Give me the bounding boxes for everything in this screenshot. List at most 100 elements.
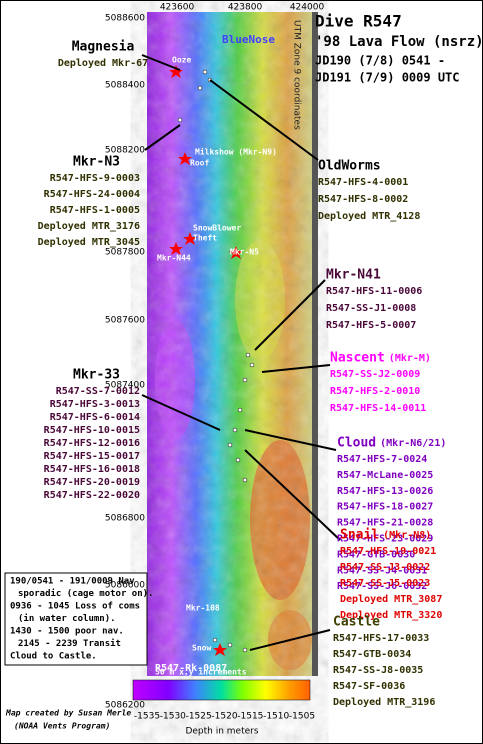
callout-line: R547-HFS-5-0007 <box>326 320 416 331</box>
callout-line: Deployed MTR_3320 <box>340 610 442 621</box>
callout-line: R547-SS-J1-0008 <box>326 303 416 314</box>
map-label: Theft <box>193 234 217 243</box>
note-line: 2145 - 2239 Transit <box>18 638 121 649</box>
map-label: Mkr-N5 <box>230 248 259 257</box>
markers <box>169 65 243 656</box>
callout-line: R547-HFS-16-0018 <box>44 464 140 475</box>
callout-line: R547-HFS-22-0020 <box>44 490 140 501</box>
callout-line: Deployed MTR_4128 <box>318 211 420 222</box>
callout-line: R547-HFS-19-0021 <box>340 546 436 557</box>
y-axis-label: 5087600 <box>105 316 145 326</box>
callout-line: R547-HFS-18-0027 <box>337 502 433 513</box>
callout-line: R547-HFS-11-0006 <box>326 286 422 297</box>
map-label: Mkr-108 <box>186 604 220 613</box>
callout-heading: Cloud <box>337 436 376 451</box>
map-label: R547-Rk-0087 <box>155 663 227 674</box>
callout-line: R547-HFS-1-0005 <box>50 205 140 216</box>
callout-line: R547-SS-J2-0009 <box>330 369 420 380</box>
callout-line: Deployed MTR_3196 <box>333 697 435 708</box>
callout-line: R547-HFS-6-0014 <box>50 412 140 423</box>
colorbar-label: -1515 <box>237 712 263 722</box>
callout-line: R547-McLane-0025 <box>337 470 433 481</box>
y-axis-label: 5088400 <box>105 81 145 91</box>
x-axis-label: 423800 <box>228 3 263 13</box>
y-axis-label: 5087800 <box>105 248 145 258</box>
y-axis-label: 5086800 <box>105 514 145 524</box>
callout-line: Deployed MTR_3087 <box>340 594 442 605</box>
callout-line: R547-SS-J5-0023 <box>340 578 430 589</box>
callout-heading: Mkr-N41 <box>326 268 381 283</box>
y-axis-label: 5087400 <box>105 381 145 391</box>
callout-line: R547-HFS-17-0033 <box>333 633 429 644</box>
callout-line: R547-HFS-4-0001 <box>318 177 408 188</box>
y-axis-label: 5088600 <box>105 14 145 24</box>
colorbar-title: Depth in meters <box>185 727 258 737</box>
note-line: 0936 - 1045 Loss of coms <box>10 602 140 612</box>
callout-line: R547-SS-J6-0032 <box>337 581 427 592</box>
colorbar-label: -1505 <box>289 712 315 722</box>
colorbar-label: -1530 <box>160 712 186 722</box>
callout-line: R547-HFS-9-0003 <box>50 173 140 184</box>
pointer-lines <box>141 54 341 651</box>
callout-line: R547-HFS-12-0016 <box>44 438 140 449</box>
note-line: 190/0541 - 191/0009 Nav <box>10 577 135 587</box>
callout-line: R547-HFS-20-0019 <box>44 477 140 488</box>
callout-line: R547-HFS-7-0024 <box>337 454 427 465</box>
callout-heading: Mkr-33 <box>73 368 120 383</box>
track-points <box>177 69 255 653</box>
credit-line: (NOAA Vents Program) <box>14 722 110 731</box>
callout-line: R547-HFS-21-0028 <box>337 518 433 529</box>
callout-line: Deployed MTR_3176 <box>38 221 140 232</box>
credit-line: Map created by Susan Merle <box>5 709 131 718</box>
callout-subheading: (Mkr-N8) <box>383 530 431 541</box>
map-label: Mkr-N44 <box>157 254 191 263</box>
callout-line: R547-HFS-23-0029 <box>337 534 433 545</box>
callout-heading: Mkr-N3 <box>73 155 120 170</box>
note-line: 1430 - 1500 poor nav. <box>10 627 124 637</box>
map-label: Snow <box>192 644 211 653</box>
callout-line: R547-HFS-15-0017 <box>44 451 140 462</box>
callout-line: R547-HFS-2-0010 <box>330 386 420 397</box>
utm-note: UTM Zone 9 coordinates <box>292 20 302 130</box>
callout-heading: OldWorms <box>318 159 381 174</box>
colorbar-label: -1510 <box>263 712 289 722</box>
callout-line: R547-HFS-10-0015 <box>44 425 140 436</box>
colorbar-label: -1535 <box>134 712 160 722</box>
map-label: 50 m x,y increments <box>155 667 247 677</box>
callout-line: R547-HFS-24-0004 <box>44 189 140 200</box>
callout-line: R547-SS-J3-0022 <box>340 562 430 573</box>
map-label: BlueNose <box>222 33 275 46</box>
callout-line: R547-HFS-13-0026 <box>337 486 433 497</box>
notes-box <box>4 572 148 666</box>
x-axis-label: 423600 <box>160 3 195 13</box>
note-line: Cloud to Castle. <box>10 652 97 662</box>
y-axis-label: 5086200 <box>105 701 145 711</box>
map-label: SnowBlower <box>193 224 241 233</box>
callout-line: R547-GTB-0034 <box>333 649 411 660</box>
callout-line: R547-SF-0036 <box>333 681 405 692</box>
callout-subheading: (Mkr-M) <box>389 353 431 364</box>
callout-line: R547-SS-7-0012 <box>56 386 140 397</box>
y-axis-label: 5088200 <box>105 146 145 156</box>
callout-line: R547-HFS-3-0013 <box>50 399 140 410</box>
colorbar-label: -1525 <box>186 712 212 722</box>
callout-subheading: (Mkr-N6/21) <box>380 438 446 449</box>
y-axis-label: 5086600 <box>105 581 145 591</box>
map-label: Milkshow (Mkr-N9) <box>195 147 277 157</box>
callout-line: Deployed MTR_3045 <box>38 237 140 248</box>
callout-line: R547-SS-J4-0031 <box>337 565 427 576</box>
callout-heading: Nascent <box>330 351 385 366</box>
callout-line: R547-HFS-14-0011 <box>330 403 426 414</box>
callout-heading: Castle <box>333 615 380 630</box>
map-label: Roof <box>190 159 209 168</box>
colorbar <box>132 679 311 701</box>
callout-heading: Magnesia <box>72 40 135 55</box>
title-line: JD190 (7/8) 0541 - <box>315 54 445 68</box>
callout-heading: Snail <box>340 528 379 543</box>
colorbar-label: -1520 <box>211 712 237 722</box>
x-axis-label: 424000 <box>290 3 325 13</box>
callout-line: R547-HFS-8-0002 <box>318 194 408 205</box>
relief-map <box>147 12 318 676</box>
title-line: Dive R547 <box>315 12 402 31</box>
